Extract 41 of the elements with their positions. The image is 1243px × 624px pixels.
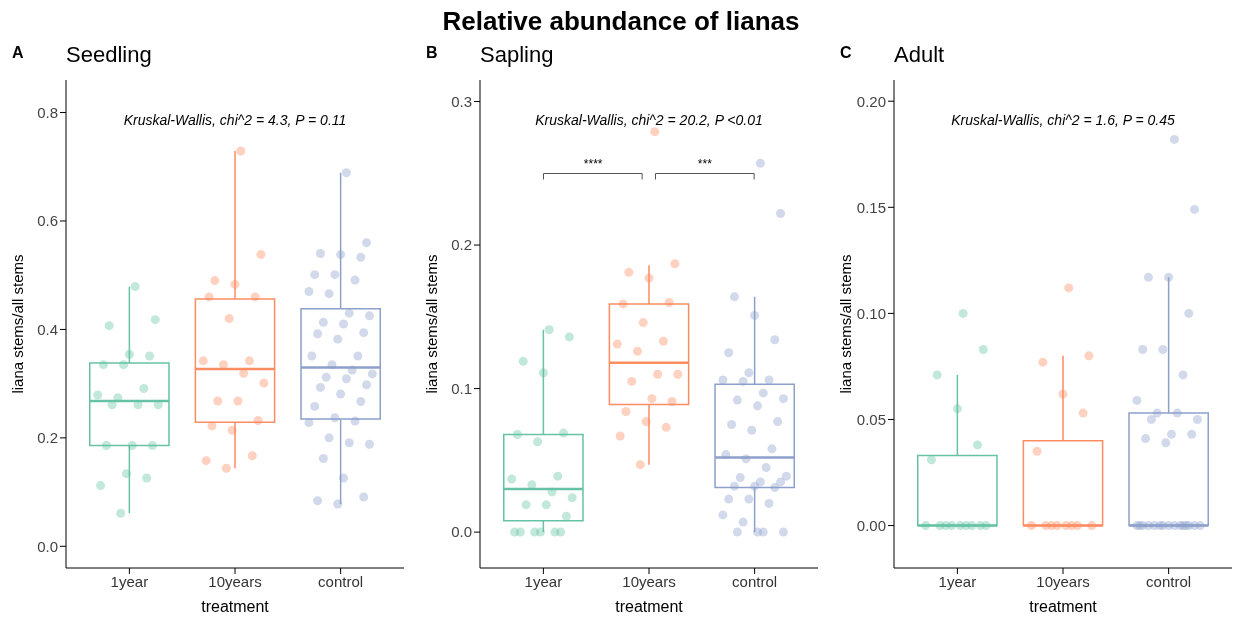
text: B (426, 44, 438, 62)
x-axis-title: treatment (615, 598, 684, 615)
x-tick-label: 10years (1036, 572, 1090, 590)
y-tick-label: 0.10 (856, 304, 886, 322)
y-axis-title: liana stems/all stems (423, 254, 441, 394)
y-axis-title: liana stems/all stems (9, 254, 27, 394)
x-tick-label: 1year (938, 572, 977, 590)
y-tick-label: 0.15 (856, 198, 886, 216)
y-tick-label: 0.00 (856, 516, 886, 534)
annotation: Kruskal-Wallis, chi^2 = 4.3, P = 0.11 (122, 112, 348, 128)
y-tick-label: 0.6 (37, 212, 58, 230)
annotation: *** (696, 156, 713, 171)
y-tick-label: 0.0 (37, 537, 58, 555)
text: C (840, 44, 852, 62)
chart-subtitle: Sapling (480, 42, 554, 68)
annotation: **** (582, 156, 604, 171)
y-tick-label: 0.1 (451, 379, 472, 397)
annotation: Kruskal-Wallis, chi^2 = 20.2, P <0.01 (534, 112, 764, 128)
x-tick-label: 1year (524, 572, 563, 590)
x-axis-title: treatment (201, 598, 270, 615)
x-axis-title: treatment (1029, 598, 1098, 615)
y-tick-label: 0.8 (37, 103, 58, 121)
x-tick-label: control (1146, 572, 1192, 590)
chart-subtitle: Seedling (66, 42, 152, 68)
x-tick-label: 1year (110, 572, 149, 590)
y-tick-label: 0.05 (856, 410, 886, 428)
y-tick-label: 0.2 (37, 429, 58, 447)
x-tick-label: 10years (208, 572, 262, 590)
y-axis-title: liana stems/all stems (837, 254, 855, 394)
x-tick-label: control (732, 572, 778, 590)
y-tick-label: 0.20 (856, 92, 886, 110)
y-tick-label: 0.2 (451, 236, 472, 254)
x-tick-label: 10years (622, 572, 676, 590)
text: A (12, 44, 24, 62)
annotation: Kruskal-Wallis, chi^2 = 1.6, P = 0.45 (950, 112, 1176, 128)
chart-title: Relative abundance of lianas (441, 6, 801, 37)
x-tick-label: control (318, 572, 364, 590)
y-tick-label: 0.3 (451, 92, 472, 110)
y-tick-label: 0.0 (451, 523, 472, 541)
chart-subtitle: Adult (894, 42, 945, 68)
y-tick-label: 0.4 (37, 320, 58, 338)
